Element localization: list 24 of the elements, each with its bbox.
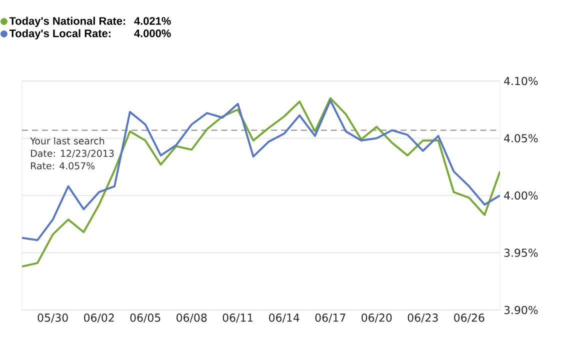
annotation: Rate: 4.057%: [31, 162, 95, 170]
x-tick-label: 06/08: [176, 314, 207, 323]
text: 4.000%: [134, 30, 171, 38]
legend-label: Today's National Rate:: [9, 16, 126, 27]
x-tick-label: 06/05: [130, 314, 160, 323]
x-tick-label: 06/20: [362, 314, 392, 323]
x-tick-label: 06/26: [454, 314, 484, 323]
x-tick-label: 06/23: [408, 314, 438, 323]
y-tick-label: 3.95%: [504, 248, 538, 257]
x-tick-label: 06/17: [315, 314, 346, 323]
y-tick-label: 4.00%: [504, 191, 538, 200]
line-series: [22, 99, 500, 242]
x-tick-label: 05/30: [38, 314, 68, 323]
x-tick-label: 06/11: [222, 314, 253, 323]
text: 4.021%: [134, 17, 171, 25]
ref-line-label: Your last search: [30, 137, 104, 144]
y-tick-label: 4.10%: [504, 76, 538, 86]
line-series: [22, 97, 500, 268]
x-tick-label: 06/14: [269, 314, 300, 323]
legend-label: Today's Local Rate:: [9, 29, 110, 40]
y-tick-label: 3.90%: [504, 306, 538, 314]
x-tick-label: 06/02: [84, 314, 114, 323]
annotation: Date: 12/23/2013: [31, 150, 114, 158]
y-tick-label: 4.05%: [504, 134, 538, 142]
